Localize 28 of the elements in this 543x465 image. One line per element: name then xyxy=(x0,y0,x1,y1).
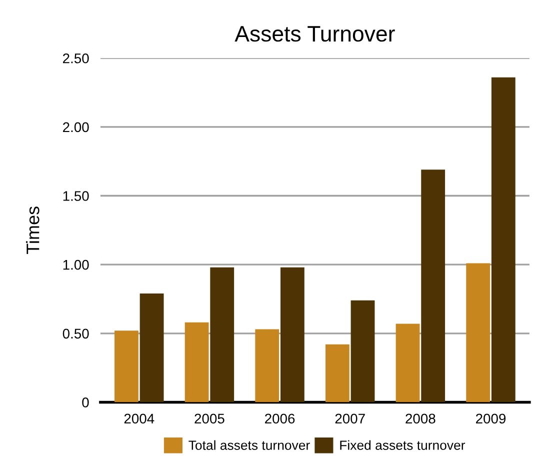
bar xyxy=(466,263,490,402)
y-tick-label: 1.00 xyxy=(63,260,89,270)
bar xyxy=(184,322,209,402)
bar xyxy=(114,330,138,402)
bar xyxy=(255,329,280,402)
bar xyxy=(396,324,420,402)
bar xyxy=(350,300,375,402)
y-axis-title: Times xyxy=(26,206,40,254)
bar xyxy=(325,344,350,402)
bar xyxy=(280,267,304,402)
y-tick-label: 0.50 xyxy=(62,328,89,339)
y-tick-label: 2.50 xyxy=(63,53,89,64)
bar xyxy=(140,293,164,402)
bar xyxy=(491,77,516,402)
legend-label: Fixed assets turnover xyxy=(340,440,466,450)
x-tick-label: 2006 xyxy=(265,414,295,424)
x-tick-label: 2004 xyxy=(124,414,154,424)
x-tick-label: 2007 xyxy=(335,414,365,424)
chart-title: Assets Turnover xyxy=(234,26,395,42)
bar xyxy=(210,267,234,402)
x-tick-label: 2005 xyxy=(194,414,224,424)
y-tick-label: 0 xyxy=(82,398,89,408)
y-tick-label: 1.50 xyxy=(63,191,89,201)
legend-label: Total assets turnover xyxy=(188,440,310,450)
y-tick-label: 2.00 xyxy=(63,122,89,132)
x-tick-label: 2008 xyxy=(406,414,436,424)
bar xyxy=(421,170,446,402)
x-tick-label: 2009 xyxy=(476,414,506,424)
